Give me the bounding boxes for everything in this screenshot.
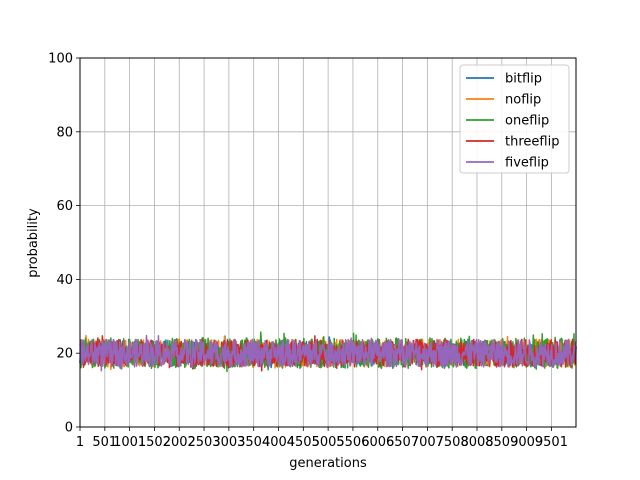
x-tick-label: 9501 [535, 435, 568, 450]
x-tick-label: 2002 [163, 435, 196, 450]
x-tick-label: 5506 [336, 435, 369, 450]
y-tick-label: 80 [56, 125, 73, 140]
x-tick-label: 8008 [460, 435, 493, 450]
y-axis-label: probability [26, 208, 41, 278]
x-tick-label: 9009 [510, 435, 543, 450]
y-tick-label: 100 [48, 52, 73, 67]
legend-box [459, 64, 570, 174]
y-tick-label: 60 [56, 199, 73, 214]
x-tick-label: 3504 [237, 435, 270, 450]
x-tick-label: 501 [92, 435, 117, 450]
legend-label-threeflip: threeflip [505, 135, 559, 150]
x-tick-label: 8509 [485, 435, 518, 450]
x-tick-label: 7508 [436, 435, 469, 450]
x-tick-label: 6507 [386, 435, 419, 450]
series-lines [79, 331, 577, 373]
x-tick-label: 4004 [262, 435, 295, 450]
axis-ticks: 1 501100115022002250330033504400445055005… [48, 52, 568, 451]
series-line-fiveflip [79, 334, 577, 372]
x-tick-label: 1502 [138, 435, 171, 450]
y-tick-label: 20 [56, 347, 73, 362]
x-tick-label: 2503 [188, 435, 221, 450]
x-tick-label: 1 [76, 435, 84, 450]
x-tick-label: 6006 [361, 435, 394, 450]
legend-label-fiveflip: fiveflip [505, 156, 549, 171]
x-tick-label: 5005 [312, 435, 345, 450]
y-tick-label: 40 [56, 273, 73, 288]
x-tick-label: 1001 [113, 435, 146, 450]
x-tick-label: 3003 [212, 435, 245, 450]
x-tick-label: 4505 [287, 435, 320, 450]
legend-label-noflip: noflip [505, 93, 541, 108]
x-tick-label: 7007 [411, 435, 444, 450]
legend-label-bitflip: bitflip [505, 72, 542, 87]
legend-label-oneflip: oneflip [505, 114, 549, 129]
legend: bitflip noflip oneflip threeflip fiveflip [459, 64, 570, 174]
y-tick-label: 0 [65, 421, 73, 436]
x-axis-label: generations [289, 456, 367, 471]
